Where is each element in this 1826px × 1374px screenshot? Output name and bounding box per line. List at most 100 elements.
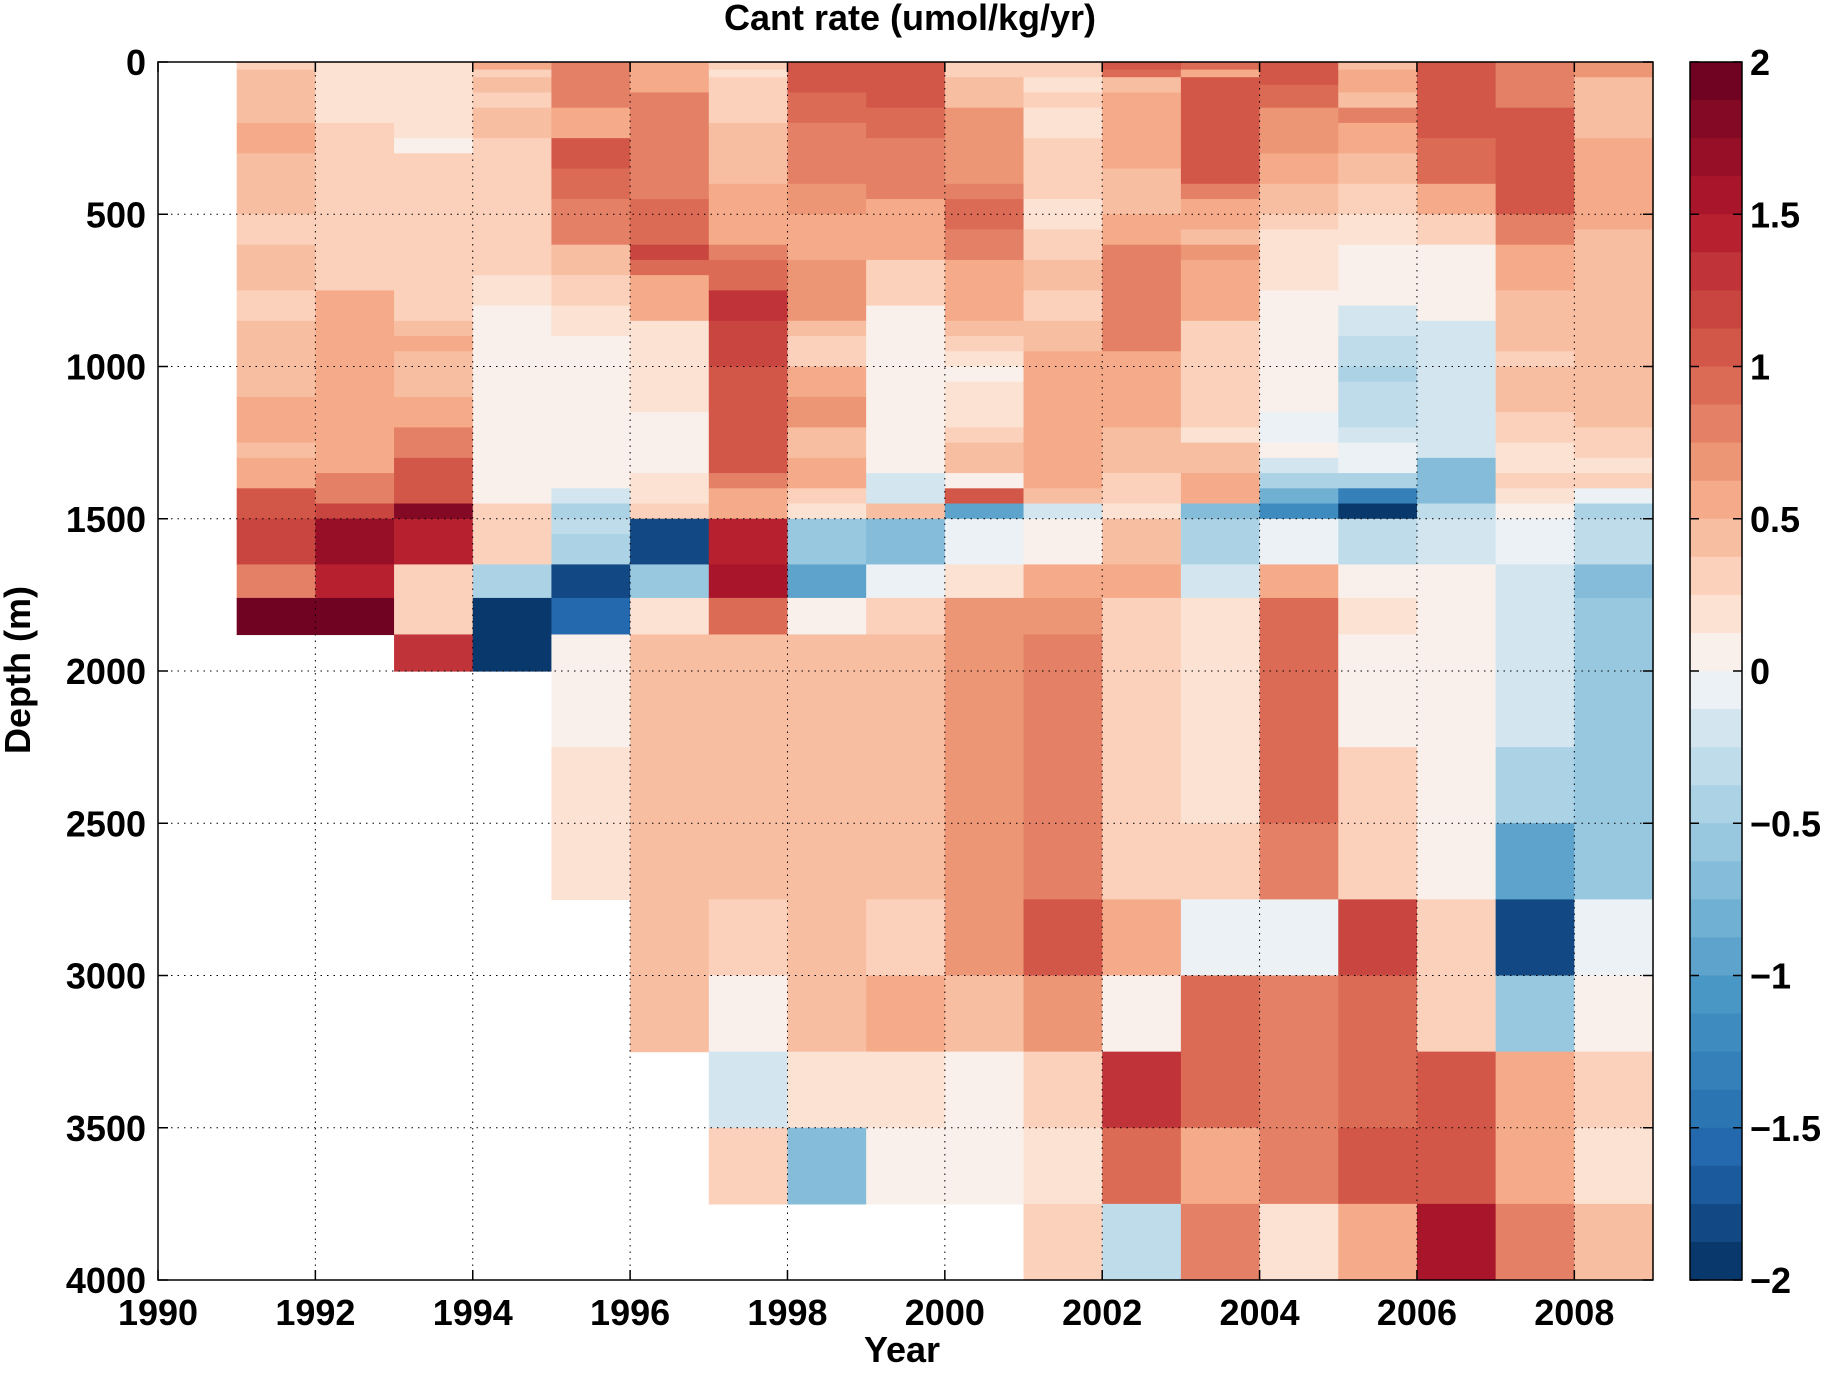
heatmap-cell [1023,597,1103,636]
heatmap-cell [1102,1051,1182,1129]
heatmap-cell [1574,597,1654,900]
heatmap-cell [1023,138,1103,200]
heatmap-cell [708,975,789,1053]
heatmap-cell [1338,183,1418,215]
heatmap-cell [1102,518,1182,566]
heatmap-cell [866,107,946,139]
heatmap-cell [1338,69,1418,94]
heatmap-cell [236,320,316,398]
heatmap-cell [866,975,946,1053]
heatmap-cell [236,564,316,599]
y-tick-label: 500 [86,194,146,235]
heatmap-cell [1495,564,1575,599]
heatmap-cell [787,1127,867,1205]
heatmap-cell [787,396,867,428]
y-tick-label: 2000 [66,651,146,692]
heatmap-cell [1338,427,1418,444]
heatmap-cell [1180,473,1261,489]
heatmap-cell [551,488,631,505]
heatmap-cell [1416,597,1497,900]
heatmap-cell [1574,229,1654,428]
heatmap-cell [236,488,316,520]
heatmap-cell [551,138,631,170]
heatmap-cell [1102,564,1182,599]
heatmap-cell [787,92,867,124]
heatmap-cell [708,597,789,636]
colorbar-swatch [1690,1203,1742,1243]
heatmap-cell [630,92,710,200]
heatmap-cell [551,533,631,566]
heatmap-cell [944,518,1025,566]
heatmap-cell [708,77,789,94]
heatmap-cell [944,503,1025,520]
heatmap-cell [630,412,710,474]
heatmap-cell [1338,975,1418,1129]
heatmap-cell [1259,336,1339,383]
heatmap-cell [472,597,553,672]
heatmap-cell [1338,442,1418,474]
heatmap-cell [1574,564,1654,599]
heatmap-cell [1102,823,1182,900]
heatmap-cell [708,259,789,291]
heatmap-cell [944,473,1025,489]
heatmap-cell [1259,290,1339,337]
heatmap-cell [708,518,789,566]
heatmap-cell [866,518,946,566]
colorbar-swatch [1690,1127,1742,1167]
heatmap-cell [866,320,946,474]
heatmap-cell [1180,229,1261,246]
heatmap-cell [866,634,946,900]
heatmap-cell [1416,1051,1497,1205]
colorbar-swatch [1690,899,1742,939]
heatmap-cell [1338,1127,1418,1205]
heatmap-cell [472,138,553,185]
heatmap-cell [708,290,789,322]
x-tick-label: 2008 [1534,1292,1614,1333]
heatmap-cell [1574,427,1654,444]
heatmap-cell [866,259,946,307]
heatmap-cell [1259,107,1339,154]
heatmap-cell [1416,92,1497,139]
heatmap-cell [1495,320,1575,352]
heatmap-cell [630,199,710,246]
colorbar-swatch [1690,785,1742,824]
heatmap-cell [1023,92,1103,109]
heatmap-cell [1259,84,1339,109]
heatmap-cell [551,244,631,276]
x-tick-label: 1994 [433,1292,513,1333]
heatmap-cell [1023,488,1103,505]
heatmap-cell [1259,899,1339,977]
heatmap-cell [1338,503,1418,520]
heatmap-cell [1574,518,1654,566]
heatmap-cell [944,229,1025,261]
heatmap-cell [551,275,631,307]
heatmap-cell [630,275,710,322]
heatmap-cell [551,199,631,246]
heatmap-cell [630,259,710,276]
heatmap-cell [551,381,631,413]
colorbar-swatch [1690,328,1742,368]
heatmap-cell [944,62,1025,78]
heatmap-cell [866,1127,946,1205]
colorbar-swatch [1690,214,1742,253]
heatmap-cell [1180,199,1261,231]
heatmap-cell [472,503,553,520]
x-tick-label: 1996 [590,1292,670,1333]
heatmap-cell [944,259,1025,322]
heatmap-cell [787,634,867,1053]
heatmap-cell [866,305,946,322]
heatmap-cell [1416,564,1497,599]
heatmap-cell [1023,634,1103,900]
heatmap-cell [1495,503,1575,520]
heatmap-cell [394,396,474,428]
heatmap-cell [472,518,553,566]
heatmap-cell [551,336,631,383]
heatmap-cell [944,351,1025,368]
colorbar-swatch [1690,480,1742,520]
heatmap-cell [630,518,710,566]
heatmap-cell [944,564,1025,599]
heatmap-cell [472,77,553,94]
heatmap-cell [708,62,789,71]
heatmap-cell [551,597,631,636]
heatmap-cell [394,597,474,636]
